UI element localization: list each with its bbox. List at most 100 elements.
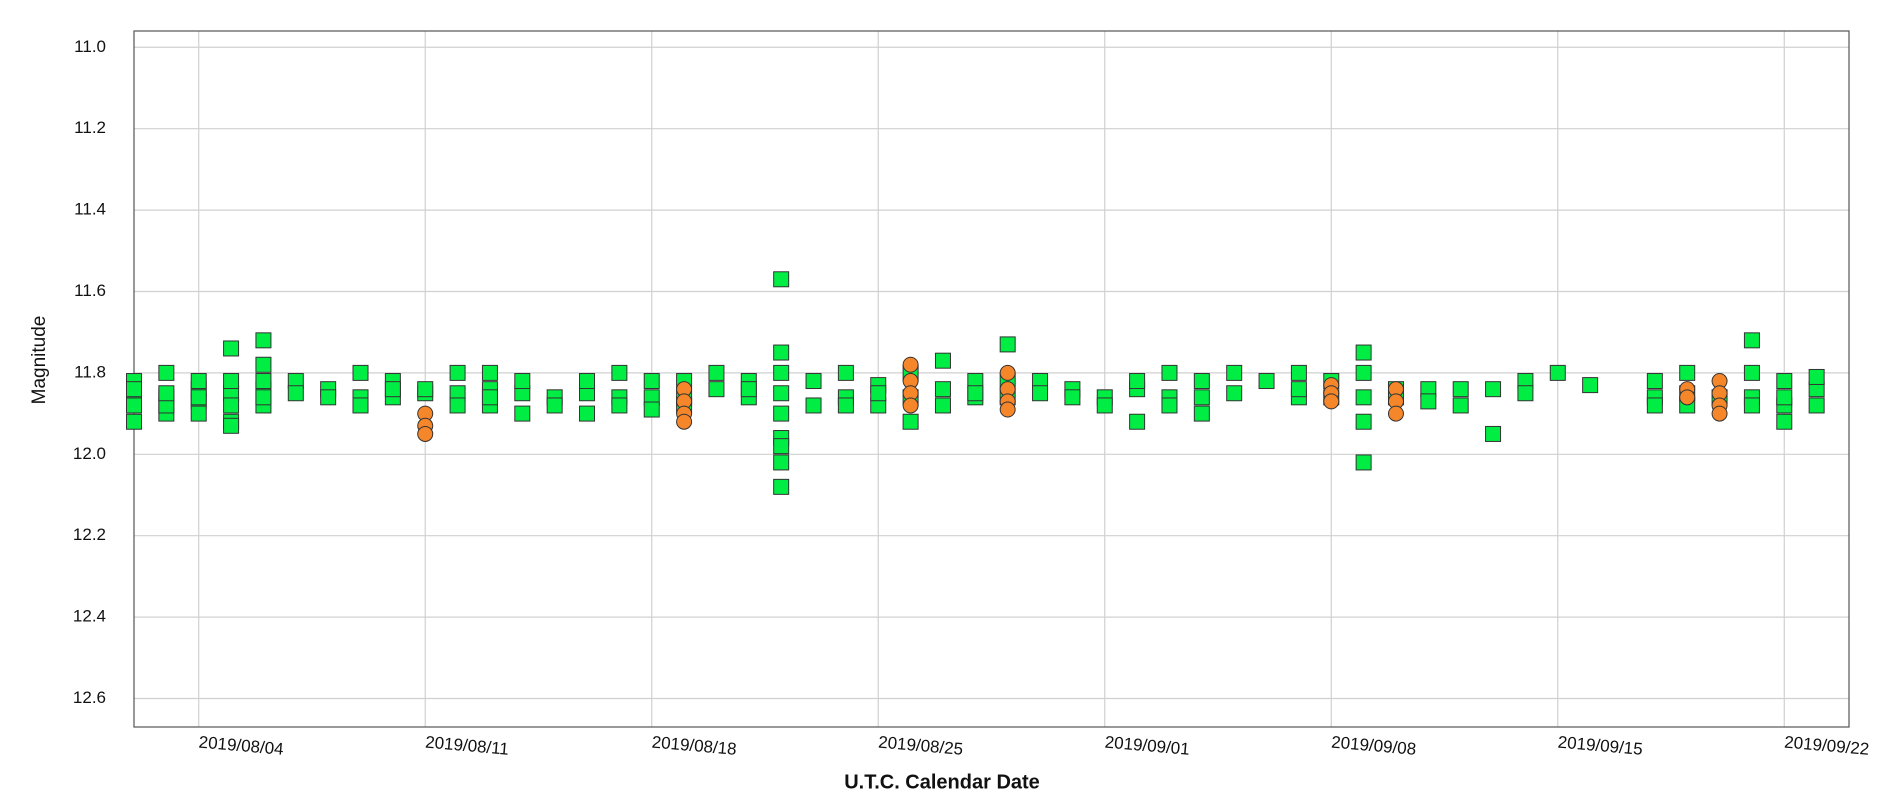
point: [126, 413, 142, 430]
point: [158, 385, 175, 402]
point: [870, 385, 887, 402]
point: [1193, 373, 1210, 390]
point: [773, 438, 790, 455]
point: [1290, 364, 1307, 381]
point: [1743, 364, 1760, 381]
y-tick-label: 11.2: [74, 118, 106, 137]
point: [481, 389, 498, 406]
point: [1355, 344, 1372, 361]
point: [1582, 377, 1599, 394]
point: [837, 397, 854, 414]
point: [1064, 389, 1081, 406]
y-tick-label: 12.0: [73, 444, 106, 463]
x-tick-label: 2019/09/15: [1557, 733, 1643, 759]
point: [740, 381, 757, 398]
point: [1420, 393, 1437, 410]
point: [1193, 405, 1210, 422]
point: [384, 381, 401, 398]
x-tick-label: 2019/08/18: [651, 733, 737, 759]
point: [1711, 405, 1728, 422]
point: [190, 405, 207, 422]
point: [1549, 364, 1566, 381]
x-tick-label: 2019/08/04: [198, 733, 284, 759]
y-tick-label: 11.6: [74, 281, 106, 300]
point: [708, 381, 725, 398]
point: [579, 405, 596, 422]
point: [1129, 373, 1146, 390]
point: [1290, 381, 1307, 398]
point: [1776, 389, 1793, 406]
x-tick-label: 2019/09/08: [1331, 733, 1417, 759]
point: [934, 352, 951, 369]
point: [773, 344, 790, 361]
point: [481, 364, 498, 381]
point: [773, 405, 790, 422]
point: [287, 385, 304, 402]
y-tick-label: 12.2: [73, 525, 106, 544]
point: [449, 364, 466, 381]
point: [773, 454, 790, 471]
y-axis-title: Magnitude: [29, 316, 50, 405]
point: [1355, 364, 1372, 381]
point: [1679, 364, 1696, 381]
point: [352, 397, 369, 414]
x-tick-label: 2019/08/25: [878, 733, 964, 759]
point: [999, 401, 1016, 418]
point: [1808, 397, 1825, 414]
point: [1452, 397, 1469, 414]
point: [1517, 385, 1534, 402]
point: [1323, 393, 1340, 410]
point: [1226, 385, 1243, 402]
point: [805, 373, 822, 390]
point: [1226, 364, 1243, 381]
point: [255, 356, 272, 373]
x-tick-label: 2019/09/22: [1784, 733, 1870, 759]
point: [611, 397, 628, 414]
point: [223, 417, 240, 434]
point: [126, 397, 142, 414]
point: [1776, 373, 1793, 390]
point: [643, 401, 660, 418]
point: [514, 373, 531, 390]
point: [1679, 389, 1696, 406]
point: [223, 340, 240, 357]
point: [1193, 389, 1210, 406]
point: [1161, 397, 1178, 414]
point: [514, 405, 531, 422]
point: [805, 397, 822, 414]
point: [255, 332, 272, 349]
point: [999, 336, 1016, 353]
point: [1032, 385, 1049, 402]
x-tick-label: 2019/08/11: [424, 733, 509, 759]
point: [1129, 413, 1146, 430]
point: [158, 364, 175, 381]
point: [255, 389, 272, 406]
point: [773, 478, 790, 495]
point: [1485, 425, 1502, 442]
point: [1096, 397, 1113, 414]
point: [417, 425, 434, 442]
point: [449, 397, 466, 414]
point: [611, 364, 628, 381]
point: [1161, 364, 1178, 381]
y-tick-label: 11.0: [74, 37, 106, 56]
point: [773, 364, 790, 381]
point: [1355, 454, 1372, 471]
point: [320, 389, 337, 406]
point: [190, 373, 207, 390]
point: [967, 385, 984, 402]
point: [126, 381, 142, 398]
point: [773, 385, 790, 402]
point: [643, 373, 660, 390]
point: [1646, 373, 1663, 390]
point: [1743, 332, 1760, 349]
point: [417, 381, 434, 398]
y-tick-label: 11.4: [74, 200, 106, 219]
point: [1452, 381, 1469, 398]
x-axis-title: U.T.C. Calendar Date: [844, 771, 1040, 793]
point: [902, 397, 919, 414]
x-tick-label: 2019/09/01: [1104, 733, 1190, 759]
point: [1355, 413, 1372, 430]
point: [708, 364, 725, 381]
point: [1258, 373, 1275, 390]
